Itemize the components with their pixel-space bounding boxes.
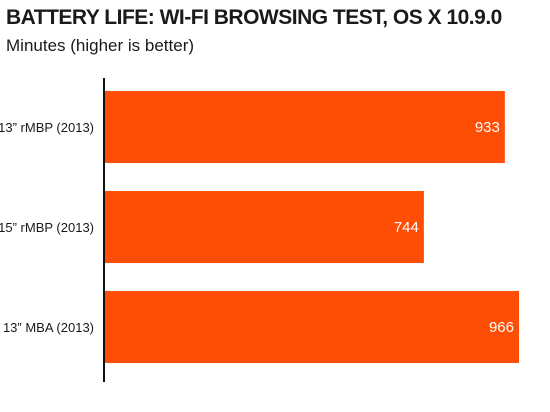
bar-1 [105, 91, 505, 163]
chart-subtitle: Minutes (higher is better) [6, 36, 195, 55]
value-label: 933 [475, 119, 500, 136]
bar-3 [105, 291, 519, 363]
value-label: 966 [489, 319, 514, 336]
category-label: 13” rMBP (2013) [0, 120, 94, 135]
category-label: 15” rMBP (2013) [0, 220, 94, 235]
value-label: 744 [394, 219, 419, 236]
category-label: 13” MBA (2013) [3, 320, 94, 335]
chart-title: BATTERY LIFE: WI-FI BROWSING TEST, OS X … [6, 6, 502, 29]
bar-2 [105, 191, 424, 263]
